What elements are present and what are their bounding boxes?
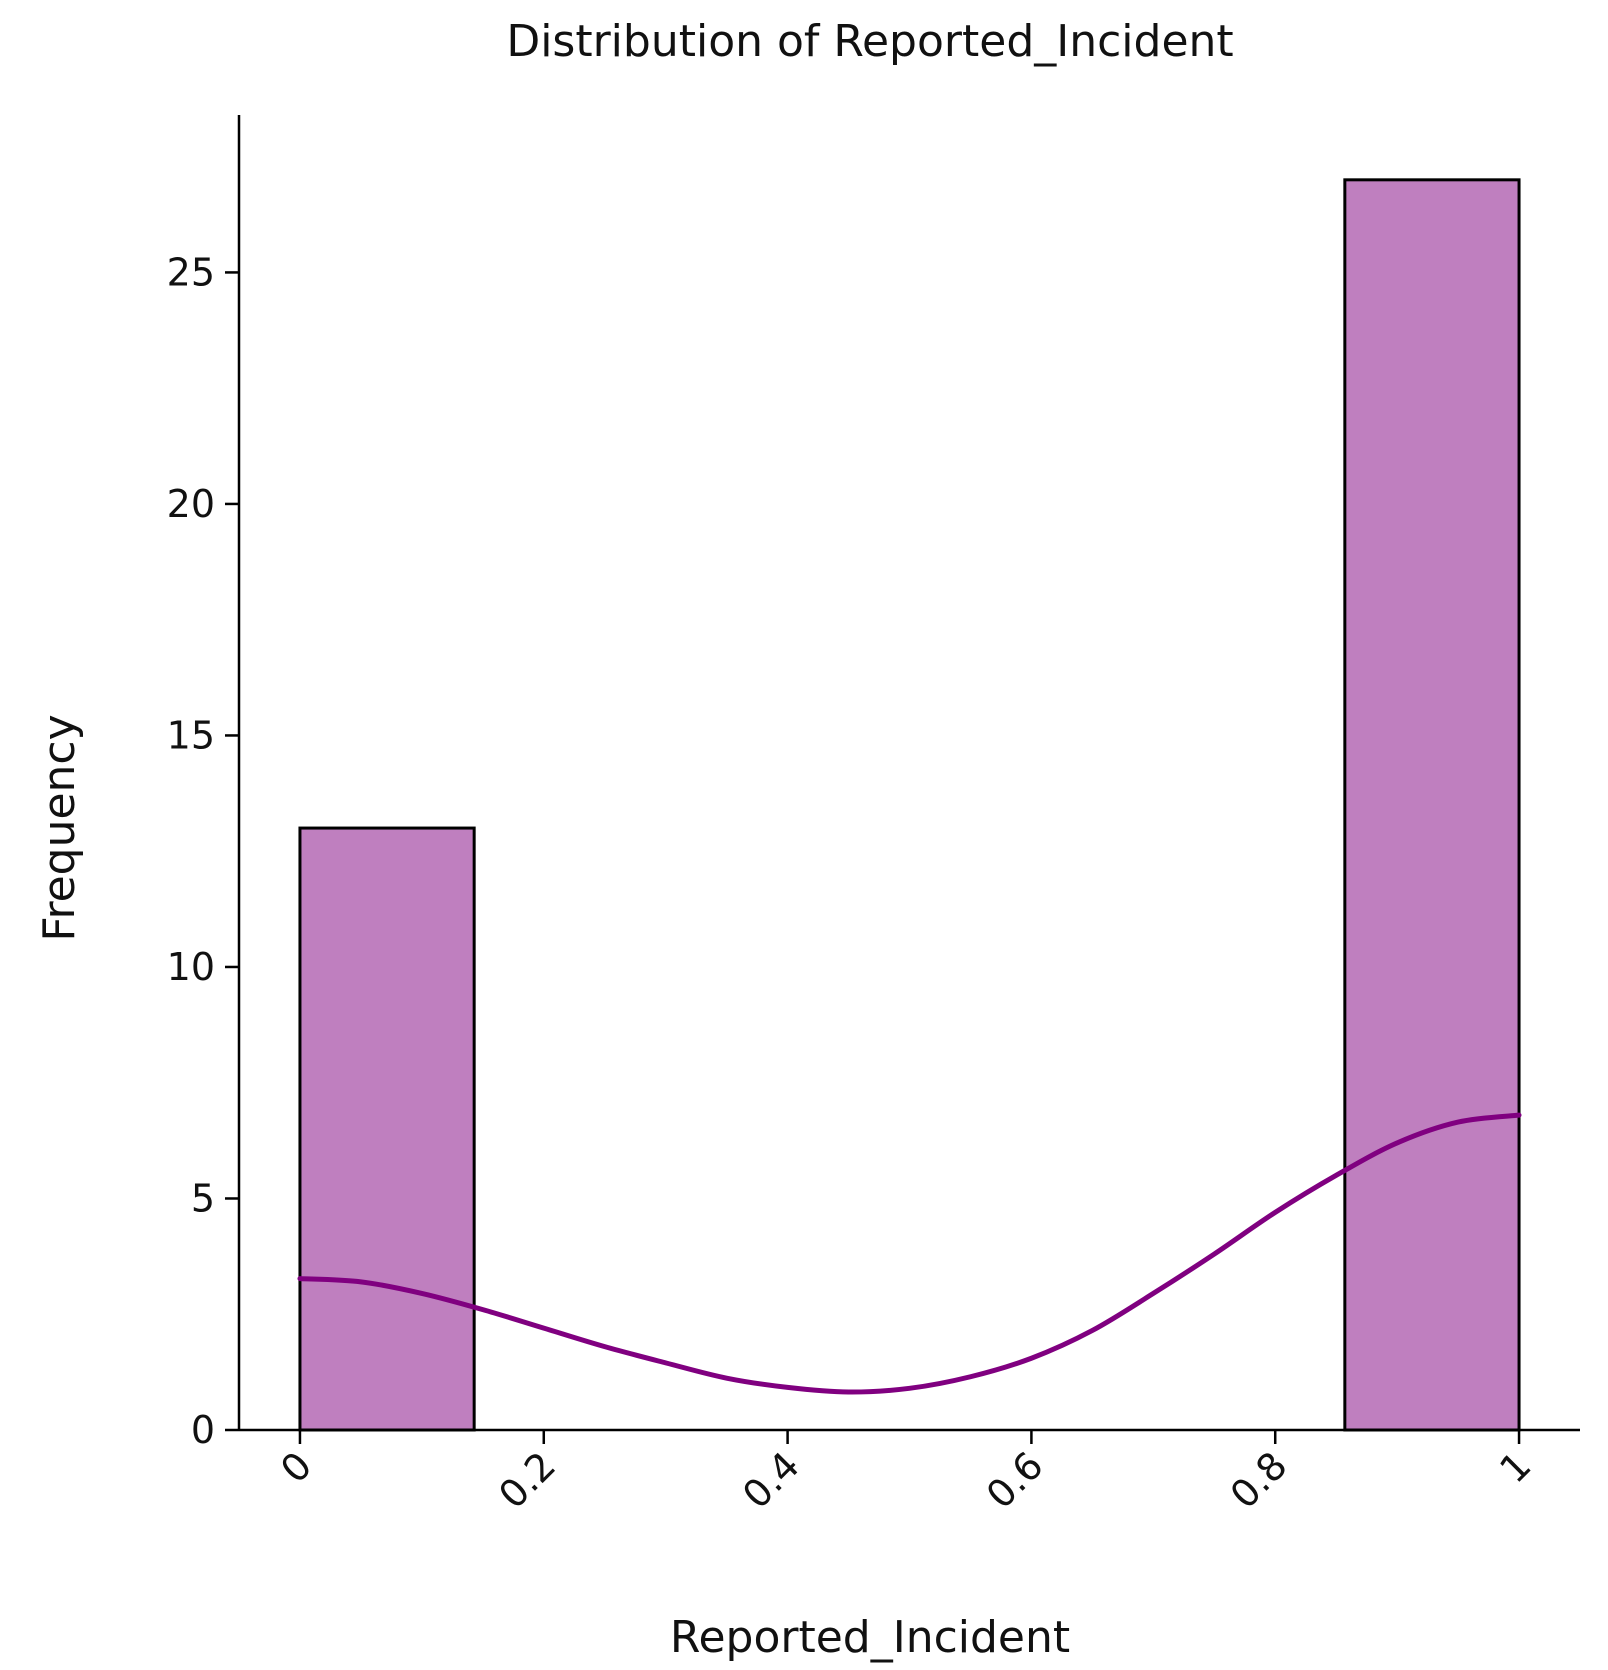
y-tick-label: 5 <box>191 1176 215 1220</box>
chart-title: Distribution of Reported_Incident <box>506 16 1233 67</box>
bars-group <box>298 178 1521 1432</box>
y-tick-label: 20 <box>167 482 215 526</box>
y-axis-label: Frequency <box>34 714 85 941</box>
axes-group <box>237 115 1580 1432</box>
x-tick-label: 1 <box>1491 1443 1539 1491</box>
y-ticks-group: 0 5 10 15 20 25 <box>167 250 239 1452</box>
histogram-bar-0 <box>298 826 476 1432</box>
y-tick-label: 10 <box>167 945 215 989</box>
x-tick-label: 0.2 <box>490 1443 564 1517</box>
y-tick-label: 0 <box>191 1408 215 1452</box>
x-axis-label: Reported_Incident <box>670 1612 1070 1663</box>
y-tick-label: 25 <box>167 250 215 294</box>
histogram-bar-1 <box>1343 178 1521 1432</box>
y-tick-label: 15 <box>167 713 215 757</box>
x-ticks-group: 0 0.2 0.4 0.6 0.8 1 <box>272 1430 1539 1517</box>
x-tick-label: 0 <box>272 1443 320 1491</box>
x-tick-label: 0.4 <box>734 1443 808 1517</box>
x-tick-label: 0.6 <box>978 1443 1052 1517</box>
x-tick-label: 0.8 <box>1222 1443 1296 1517</box>
kde-curve <box>297 1112 1522 1395</box>
